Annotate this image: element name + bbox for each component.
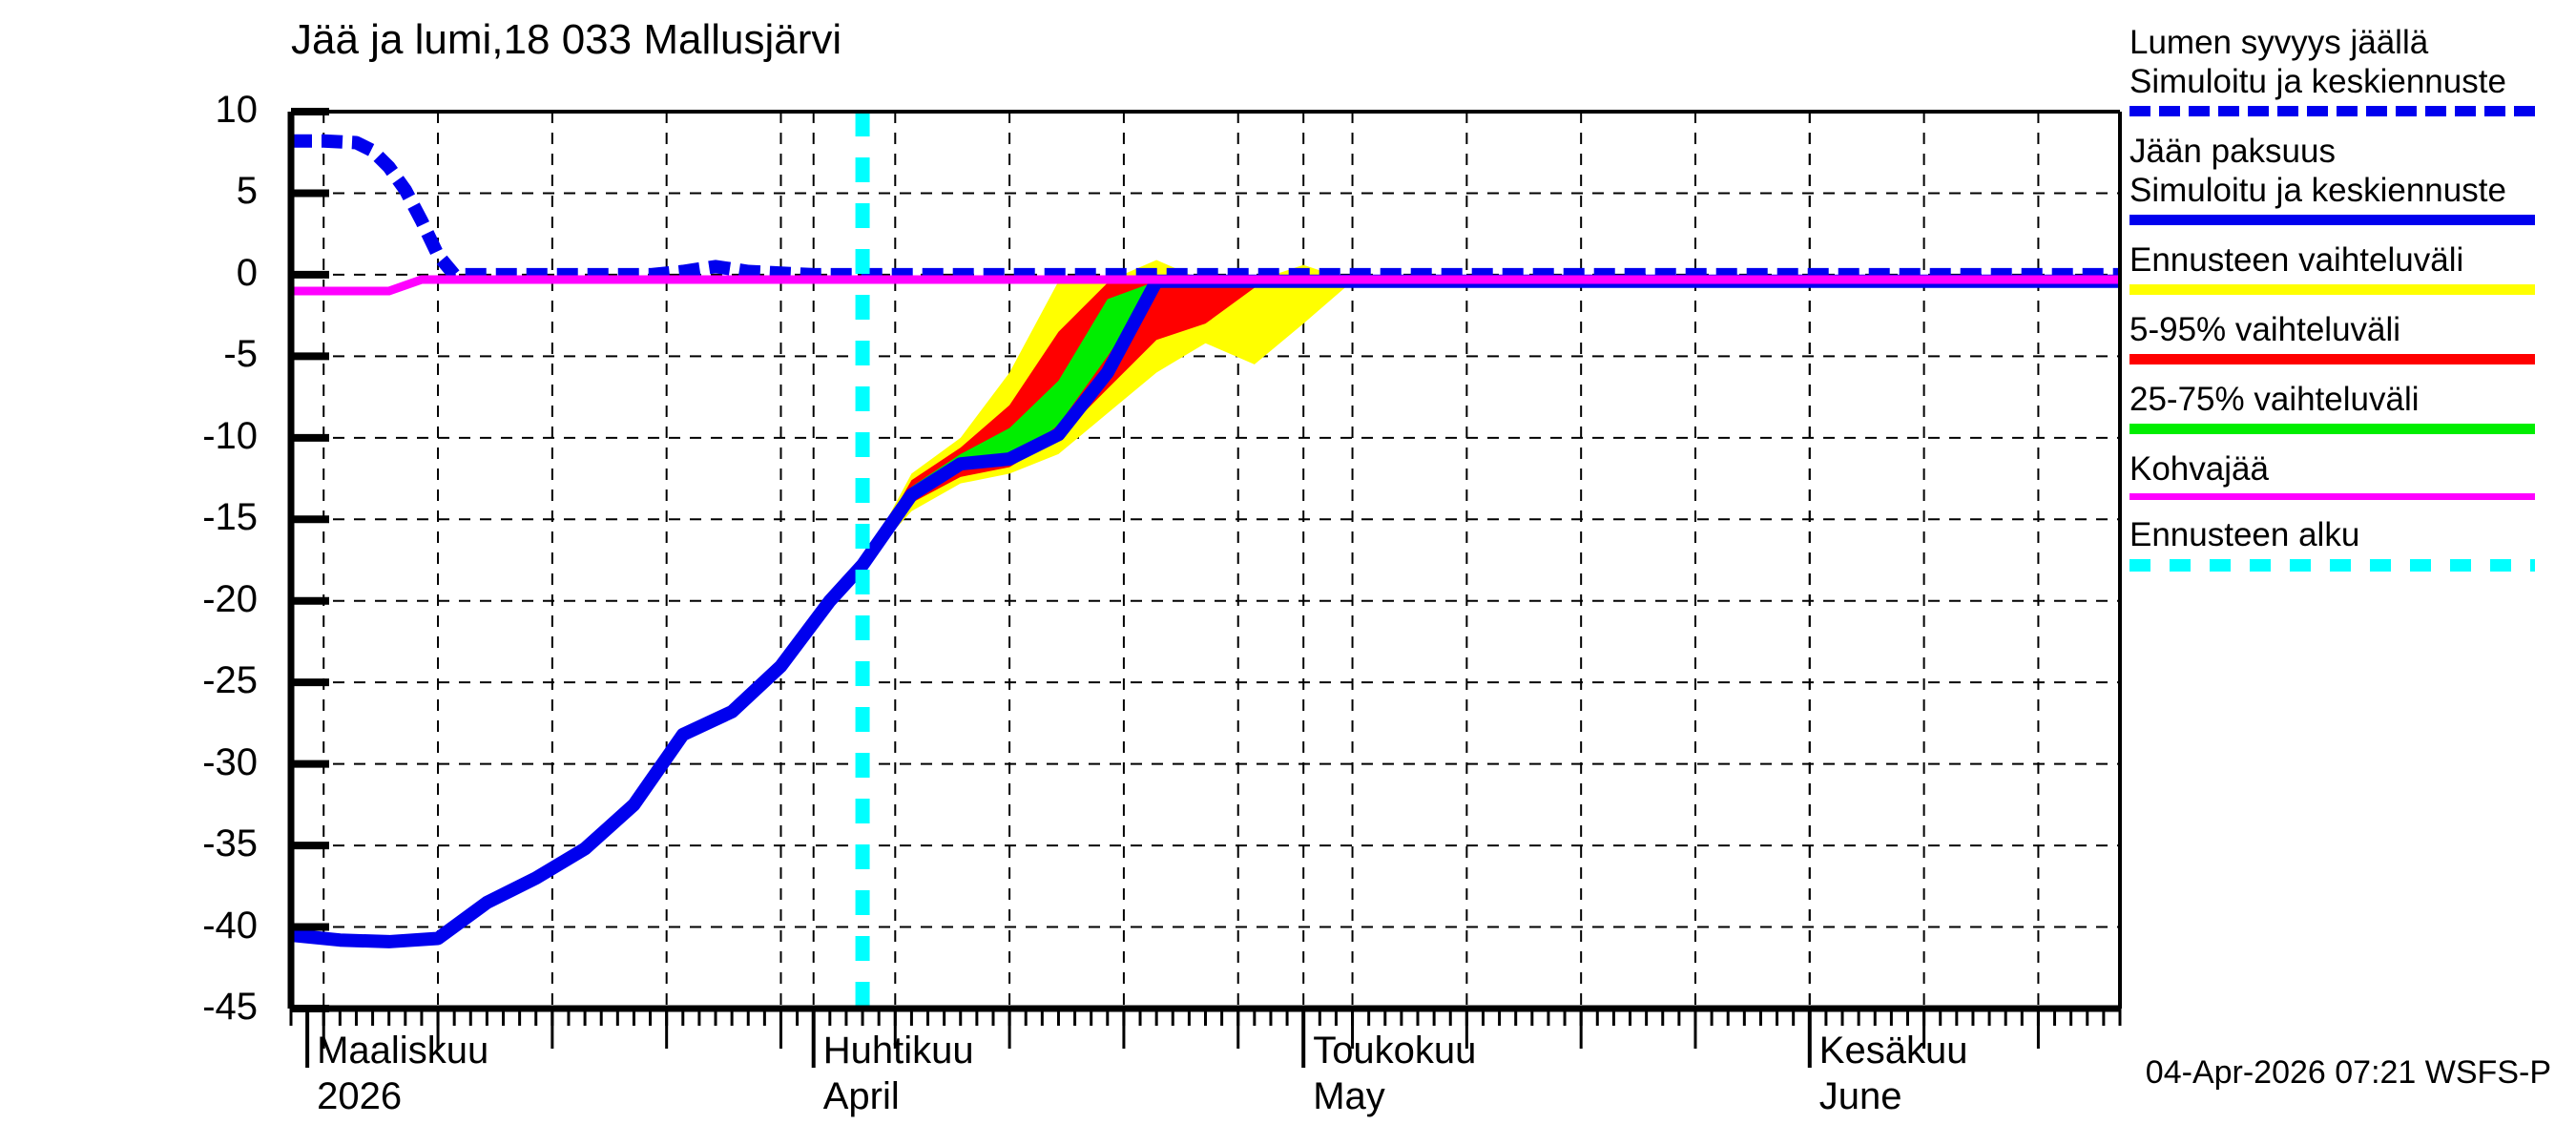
y-tick-label: -20 bbox=[202, 577, 258, 620]
band-00ee00 bbox=[862, 281, 1157, 566]
legend-swatch-solid-magenta-icon bbox=[2129, 493, 2535, 500]
legend-item: Lumen syvyys jäällä Simuloitu ja keskienn… bbox=[2129, 23, 2576, 116]
x-tick-label-month-fi: Huhtikuu bbox=[822, 1030, 974, 1072]
y-tick-label: -5 bbox=[223, 333, 258, 376]
legend-item-title: Jään paksuus bbox=[2129, 133, 2336, 170]
y-tick-label: -45 bbox=[202, 986, 258, 1028]
legend-swatch-solid-yellow-icon bbox=[2129, 284, 2535, 295]
x-tick-label-month-fi: Kesäkuu bbox=[1818, 1030, 1968, 1072]
legend-item: 5-95% vaihteluväli bbox=[2129, 310, 2576, 364]
legend-item: Ennusteen alku bbox=[2129, 515, 2576, 572]
legend-swatch-solid-blue-icon bbox=[2129, 215, 2535, 225]
band-ffff00 bbox=[862, 260, 1353, 566]
legend-item-title: Lumen syvyys jäällä bbox=[2129, 24, 2429, 61]
timestamp-stamp: 04-Apr-2026 07:21 WSFS-P bbox=[2145, 1054, 2551, 1091]
uncertainty-bands bbox=[862, 260, 1353, 566]
y-tick-label: 5 bbox=[236, 170, 258, 213]
y-tick-label: -30 bbox=[202, 740, 258, 783]
legend-item: Ennusteen vaihteluväli bbox=[2129, 240, 2576, 295]
legend-item: 25-75% vaihteluväli bbox=[2129, 380, 2576, 434]
data-series bbox=[291, 134, 2120, 948]
legend-item-title: Ennusteen alku bbox=[2129, 516, 2360, 553]
x-tick-label-month-en: April bbox=[822, 1075, 900, 1117]
legend-swatch-dashed-cyan-icon bbox=[2129, 559, 2535, 572]
x-tick-label-month-fi: Toukokuu bbox=[1313, 1030, 1477, 1072]
legend-item-subtitle: Simuloitu ja keskiennuste bbox=[2129, 63, 2506, 100]
legend-item-title: Kohvajää bbox=[2129, 450, 2269, 488]
x-tick-label-month-en: June bbox=[1818, 1075, 1902, 1117]
y-tick-label: -15 bbox=[202, 496, 258, 539]
legend-swatch-solid-red-icon bbox=[2129, 354, 2535, 364]
legend-item-subtitle: Simuloitu ja keskiennuste bbox=[2129, 172, 2506, 209]
y-tick-label: -40 bbox=[202, 904, 258, 947]
legend-item: Jään paksuus Simuloitu ja keskiennuste bbox=[2129, 132, 2576, 225]
legend-item-title: 5-95% vaihteluväli bbox=[2129, 311, 2401, 348]
y-tick-label: -10 bbox=[202, 414, 258, 457]
series-line bbox=[291, 274, 2120, 948]
page-title: Jää ja lumi,18 033 Mallusjärvi bbox=[291, 16, 842, 63]
series-line bbox=[291, 275, 2120, 296]
y-tick-label: -35 bbox=[202, 822, 258, 865]
y-tick-label: 0 bbox=[236, 251, 258, 294]
legend: Lumen syvyys jäällä Simuloitu ja keskienn… bbox=[2129, 23, 2576, 587]
y-tick-label: -25 bbox=[202, 659, 258, 702]
x-tick-label-month-en: May bbox=[1313, 1075, 1385, 1117]
legend-item-title: Ennusteen vaihteluväli bbox=[2129, 241, 2464, 279]
legend-swatch-dashed-blue-icon bbox=[2129, 106, 2535, 116]
gridlines bbox=[291, 112, 2120, 1009]
legend-item-title: 25-75% vaihteluväli bbox=[2129, 381, 2420, 418]
y-tick-label: 10 bbox=[215, 89, 259, 131]
axis-frame bbox=[287, 110, 2122, 1012]
axis-ticks bbox=[289, 108, 2122, 1068]
series-line bbox=[291, 134, 2120, 281]
x-tick-label-month-fi: Maaliskuu bbox=[317, 1030, 489, 1072]
x-tick-label-month-en: 2026 bbox=[317, 1075, 403, 1117]
y-axis-tick-labels: 10 5 0 -5 -10 -15 -20 -25 -30 -35 -40 -45 bbox=[67, 0, 258, 1145]
legend-item: Kohvajää bbox=[2129, 449, 2576, 500]
legend-swatch-solid-green-icon bbox=[2129, 424, 2535, 434]
